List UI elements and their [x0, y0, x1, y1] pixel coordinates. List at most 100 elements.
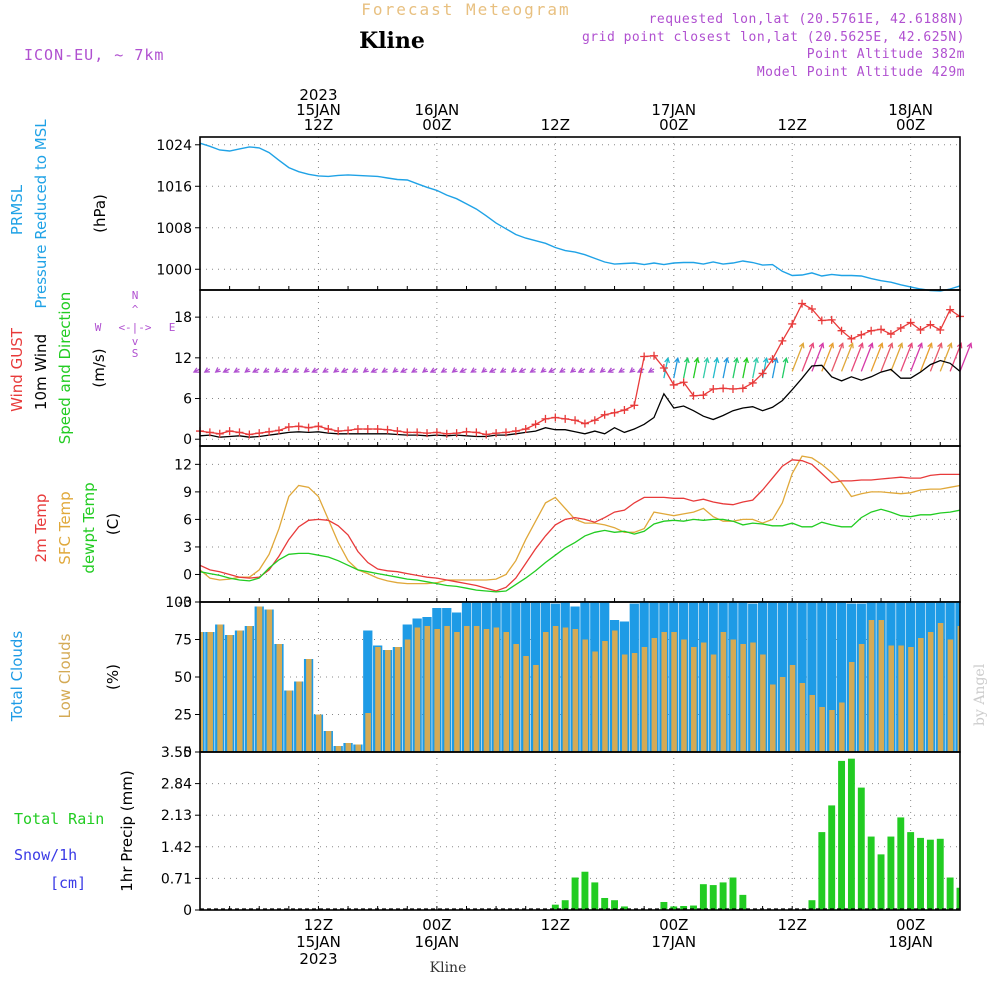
rain-bar	[926, 839, 934, 910]
top-time-label: 00Z	[896, 116, 925, 134]
low-clouds-bar	[621, 654, 628, 752]
wind-arrow	[831, 343, 844, 372]
temp-sfc-line	[199, 455, 961, 585]
y-tick-label: 1000	[156, 262, 192, 278]
model-altitude: Model Point Altitude 429m	[757, 65, 965, 80]
wind-gust-marker	[383, 425, 392, 434]
wind-gust-marker	[235, 428, 244, 437]
wind-gust-marker	[245, 430, 254, 439]
wind-gust-marker	[946, 305, 955, 314]
y-tick-label: 0	[183, 745, 192, 761]
compass-rose: N S W E <-|-> ^ v	[95, 289, 176, 360]
credit-watermark: by Angel	[972, 663, 988, 726]
wind-arrow-head	[629, 367, 636, 373]
wind-gust-marker	[225, 427, 234, 436]
wind-gust-marker	[728, 385, 737, 394]
legend-snow: Snow/1h	[14, 846, 77, 864]
low-clouds-bar	[444, 626, 450, 752]
wind-arrow-head	[877, 342, 884, 349]
bottom-time-label: 15JAN	[296, 933, 341, 951]
wind-arrow	[761, 358, 768, 379]
wind-gust-marker	[650, 351, 659, 360]
wind-gust-marker	[432, 428, 441, 437]
panel-3: 0 25 50 75 100 (%) Total Clouds Low Clouds	[8, 595, 961, 761]
wind-arrow	[959, 343, 972, 372]
wind-arrow-head	[529, 367, 536, 373]
rain-bar	[719, 882, 727, 910]
low-clouds-bar	[375, 647, 381, 752]
wind-arrow-head	[459, 367, 466, 373]
top-time-label: 00Z	[422, 116, 451, 134]
rain-bar	[808, 900, 816, 910]
footer-station: Kline	[430, 960, 467, 976]
wind-gust-marker	[807, 304, 816, 313]
wind-arrow-head	[713, 356, 720, 364]
rain-bar	[946, 877, 954, 910]
wind-gust-marker	[817, 316, 826, 325]
low-clouds-bar	[523, 656, 529, 752]
bottom-time-label: 12Z	[541, 916, 570, 934]
wind-arrow-head	[947, 342, 953, 349]
low-clouds-bar	[720, 632, 727, 752]
legend-prmsl: PRMSL	[8, 184, 26, 235]
low-clouds-bar	[839, 702, 845, 752]
bottom-time-label: 00Z	[896, 916, 925, 934]
wind-arrow	[929, 343, 942, 372]
compass-cross-icon: <-|->	[118, 321, 151, 334]
wind-gust-marker	[511, 427, 520, 436]
wind-arrow-head	[723, 356, 730, 364]
panel-1: 0 6 12 18 (m/s) Wind GUST 10m Wind Speed and Di…	[8, 289, 973, 448]
wind-arrow-head	[303, 367, 310, 373]
low-clouds-bar	[740, 644, 746, 752]
low-clouds-bar	[454, 632, 460, 752]
wind-arrow-head	[772, 356, 779, 364]
top-time-label: 12Z	[541, 116, 570, 134]
legend-speed-direction: Speed and Direction	[56, 292, 74, 445]
rain-bar	[571, 877, 579, 910]
wind-gust-marker	[600, 410, 609, 419]
low-clouds-bar	[533, 665, 539, 752]
wind-arrow-head	[421, 367, 429, 373]
bottom-time-label: 17JAN	[651, 933, 696, 951]
top-time-label: 16JAN	[415, 101, 460, 119]
low-clouds-bar	[819, 707, 825, 752]
low-clouds-bar	[700, 642, 707, 752]
wind-arrow-head	[192, 367, 200, 373]
y-tick-label: 50	[174, 670, 192, 686]
total-clouds-bar	[836, 602, 847, 752]
legend-total-clouds: Total Clouds	[8, 631, 26, 723]
wind-gust-marker	[837, 326, 846, 335]
wind-arrow-head	[440, 367, 447, 373]
wind-gust-marker	[472, 428, 481, 437]
wind-gust-marker	[413, 428, 422, 437]
top-time-label: 15JAN	[296, 101, 341, 119]
panel-0: 1000 1008 1016 1024 (hPa) PRMSL Pressure Reduc…	[8, 119, 961, 309]
low-clouds-bar	[651, 638, 658, 752]
y-tick-label: 6	[183, 392, 192, 408]
wind-gust-marker	[669, 380, 678, 389]
y-tick-label: 2.84	[161, 777, 192, 793]
wind-arrow-head	[340, 367, 348, 373]
wind-arrow-head	[233, 367, 240, 373]
panel-frame	[199, 445, 961, 603]
top-time-label: 00Z	[659, 116, 688, 134]
rain-bar	[699, 884, 707, 910]
wind-arrow	[781, 358, 787, 379]
wind-arrow-head	[311, 367, 318, 373]
wind-arrow-head	[618, 367, 625, 373]
top-time-label: 12Z	[304, 116, 333, 134]
wind-arrow	[880, 343, 893, 372]
low-clouds-bar	[937, 623, 944, 752]
compass-e: E	[169, 321, 176, 334]
total-clouds-bar	[767, 602, 778, 752]
rain-bar	[620, 906, 628, 910]
legend-2m-temp: 2m Temp	[32, 494, 50, 563]
temp-2m-line	[199, 459, 960, 592]
wind-arrow-head	[703, 356, 710, 364]
low-clouds-bar	[315, 714, 322, 752]
low-clouds-bar	[355, 744, 361, 752]
wind-arrow-head	[956, 342, 963, 349]
low-clouds-bar	[434, 629, 440, 752]
wind-arrow-head	[281, 367, 288, 373]
